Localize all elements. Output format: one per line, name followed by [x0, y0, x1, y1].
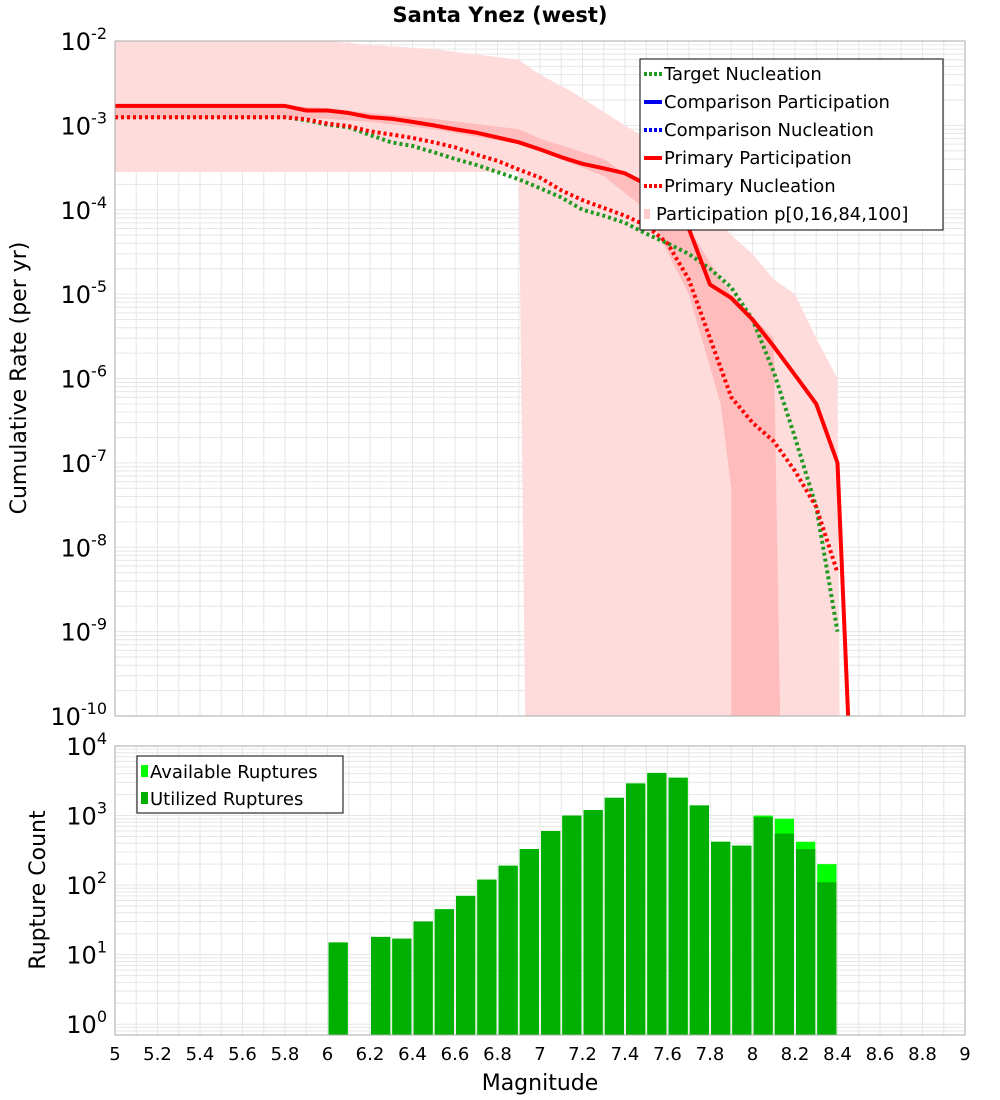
- bar-utilized: [604, 797, 624, 1035]
- x-tick-label: 5.8: [271, 1044, 300, 1065]
- chart-title: Santa Ynez (west): [392, 3, 607, 27]
- legend-swatch: [141, 792, 148, 804]
- bar-utilized: [541, 830, 561, 1035]
- bar-utilized: [626, 783, 646, 1035]
- legend-swatch: [644, 209, 650, 219]
- count-y-axis-label: Rupture Count: [26, 810, 51, 970]
- x-tick-label: 5.4: [186, 1044, 215, 1065]
- bar-utilized: [456, 895, 476, 1035]
- x-tick-label: 6.2: [356, 1044, 385, 1065]
- y-tick-label: 10-8: [61, 530, 108, 562]
- bar-utilized: [732, 845, 752, 1035]
- x-tick-label: 7.6: [653, 1044, 682, 1065]
- y-tick-label: 10-9: [61, 615, 108, 647]
- bar-utilized: [562, 815, 582, 1035]
- series-line-4: [115, 115, 840, 574]
- legend-label: Utilized Ruptures: [150, 789, 303, 810]
- count-legend: Available Ruptures Utilized Ruptures: [136, 755, 344, 814]
- y-tick-label: 104: [66, 729, 107, 761]
- count-legend-box: [136, 755, 344, 814]
- bar-utilized: [498, 865, 518, 1035]
- legend-label: Participation p[0,16,84,100]: [656, 204, 908, 225]
- y-tick-label: 10-6: [61, 362, 108, 394]
- y-tick-label: 102: [66, 868, 107, 900]
- y-tick-label: 10-2: [61, 24, 108, 56]
- x-tick-label: 6: [322, 1044, 333, 1065]
- x-tick-label: 7.4: [611, 1044, 640, 1065]
- legend-label: Target Nucleation: [663, 64, 822, 85]
- bar-utilized: [413, 921, 433, 1035]
- bar-utilized: [519, 849, 539, 1035]
- x-tick-label: 6.6: [441, 1044, 470, 1065]
- x-tick-label: 5.2: [143, 1044, 172, 1065]
- bar-utilized: [689, 805, 709, 1035]
- count-plot-frame: [114, 745, 966, 1036]
- y-tick-label: 101: [66, 938, 107, 970]
- x-tick-label: 7.8: [696, 1044, 725, 1065]
- bar-utilized: [434, 909, 454, 1035]
- rate-plot-frame: [114, 40, 966, 717]
- rate-plot-panel: 10-10 10-9 10-8 10-7 10-6 10-5 10-4 10-3 10-2 Tar…: [50, 24, 966, 731]
- bar-utilized: [796, 849, 816, 1035]
- rate-legend-box: [639, 58, 944, 231]
- rate-legend: Target Nucleation Comparison Participatio…: [639, 58, 944, 231]
- series-line-3: [115, 103, 851, 717]
- y-tick-label: 100: [66, 1007, 107, 1039]
- x-tick-label: 5.6: [228, 1044, 257, 1065]
- count-plot-panel: 100 101 102 103 104 5 5.2 5.4 5.6 5.8 6 6.2 6.4 6.6 6.…: [66, 729, 970, 1065]
- x-tick-label: 9: [959, 1044, 970, 1065]
- bar-utilized: [328, 942, 348, 1035]
- bar-utilized: [477, 879, 497, 1035]
- bar-utilized: [583, 810, 603, 1035]
- y-tick-label: 103: [66, 799, 107, 831]
- bar-utilized: [774, 833, 794, 1035]
- x-axis-label: Magnitude: [482, 1071, 599, 1096]
- bar-utilized: [392, 938, 412, 1035]
- x-tick-label: 6.4: [398, 1044, 427, 1065]
- bar-utilized: [711, 841, 731, 1035]
- y-tick-label: 10-7: [61, 446, 108, 478]
- legend-label: Available Ruptures: [150, 762, 318, 783]
- legend-label: Comparison Participation: [664, 92, 890, 113]
- x-tick-label: 6.8: [483, 1044, 512, 1065]
- legend-label: Comparison Nucleation: [664, 120, 874, 141]
- x-tick-label: 8.4: [823, 1044, 852, 1065]
- x-tick-label: 5: [109, 1044, 120, 1065]
- legend-label: Primary Nucleation: [664, 176, 836, 197]
- y-tick-label: 10-3: [61, 108, 108, 140]
- bar-utilized: [753, 817, 773, 1035]
- bar-utilized: [817, 882, 837, 1035]
- x-tick-label: 8.8: [908, 1044, 937, 1065]
- y-tick-label: 10-10: [50, 699, 107, 731]
- y-tick-label: 10-5: [61, 277, 108, 309]
- y-tick-label: 10-4: [61, 193, 108, 225]
- legend-swatch: [141, 765, 148, 777]
- x-tick-label: 7.2: [568, 1044, 597, 1065]
- bar-utilized: [371, 936, 391, 1035]
- bar-utilized: [668, 777, 688, 1035]
- x-tick-label: 7: [534, 1044, 545, 1065]
- bar-utilized: [647, 772, 667, 1035]
- legend-label: Primary Participation: [664, 148, 852, 169]
- rate-y-axis-label: Cumulative Rate (per yr): [7, 242, 32, 515]
- x-tick-label: 8.2: [781, 1044, 810, 1065]
- x-tick-label: 8.6: [866, 1044, 895, 1065]
- x-tick-label: 8: [747, 1044, 758, 1065]
